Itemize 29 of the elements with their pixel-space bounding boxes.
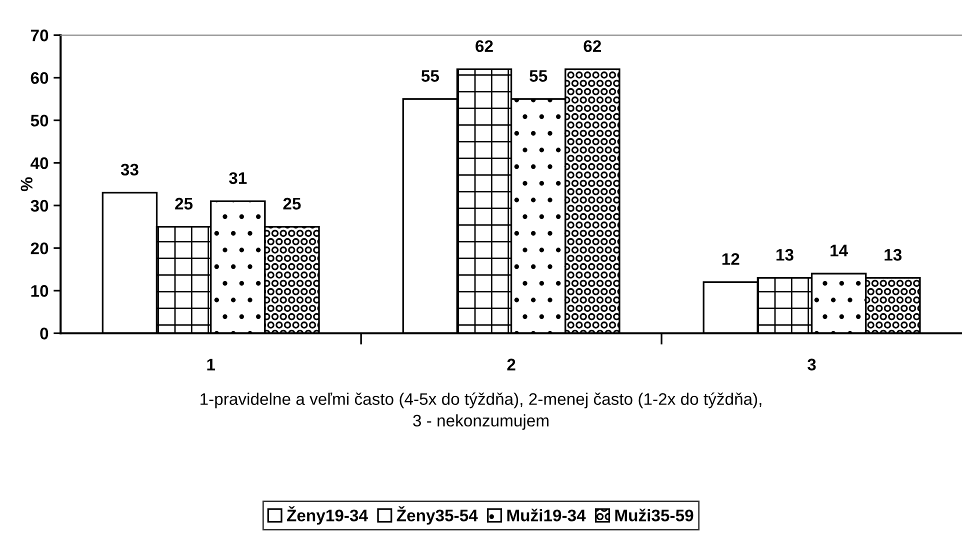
y-tick-label: 10 xyxy=(31,285,48,297)
data-label: 25 xyxy=(283,198,301,210)
data-label: 31 xyxy=(228,172,247,184)
legend-label: Ženy19-34 xyxy=(286,506,368,525)
data-label: 13 xyxy=(884,248,902,261)
data-label: 12 xyxy=(722,253,740,265)
legend-label: Ženy35-54 xyxy=(396,506,478,525)
y-tick-label: 70 xyxy=(30,30,48,42)
y-axis-title: % xyxy=(20,177,32,192)
data-label: 62 xyxy=(584,40,602,52)
x-axis-title: 1-pravidelne a veľmi často (4-5x do týždňa), 2-menej často (1-2x do týždňa), 3 - nekonzumujem xyxy=(200,392,762,430)
x-tick-label: 3 xyxy=(808,358,816,371)
data-label: 14 xyxy=(830,244,848,256)
data-label: 62 xyxy=(476,40,493,52)
x-tick-label: 2 xyxy=(507,358,516,370)
y-tick-label: 20 xyxy=(30,242,48,254)
legend-label: Muži35-59 xyxy=(615,508,694,522)
data-label: 55 xyxy=(530,70,548,82)
data-label: 55 xyxy=(421,70,439,82)
y-tick-label: 30 xyxy=(30,200,48,212)
data-label: 13 xyxy=(776,248,794,261)
legend-label: Muži19-34 xyxy=(507,508,586,522)
y-tick-label: 40 xyxy=(30,157,48,170)
x-tick-label: 1 xyxy=(207,358,216,370)
data-label: 25 xyxy=(175,198,193,210)
y-tick-label: 0 xyxy=(40,328,48,340)
y-tick-label: 50 xyxy=(30,114,48,127)
y-tick-label: 60 xyxy=(30,72,48,84)
data-label: 33 xyxy=(120,164,138,176)
